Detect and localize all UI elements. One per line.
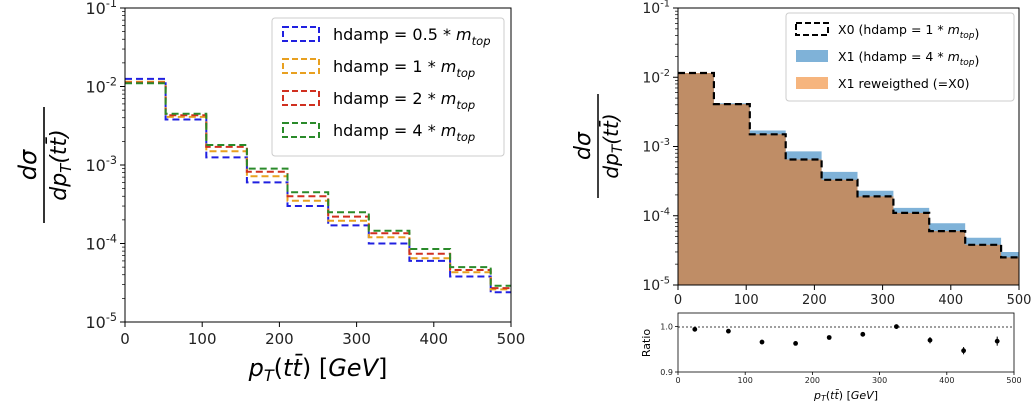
ratio-x-tick-label: 100 bbox=[738, 376, 753, 385]
svg-text:dσ: dσ bbox=[571, 131, 596, 160]
left-legend-label-2: hdamp = 2 * mtop bbox=[333, 89, 475, 112]
right-y-ticks: 10-5 10-4 10-3 10-2 10-1 bbox=[642, 0, 678, 294]
left-legend-label-0: hdamp = 0.5 * mtop bbox=[333, 25, 491, 48]
left-legend-label-3: hdamp = 4 * mtop bbox=[333, 121, 475, 144]
right-y-tick-label: 10-1 bbox=[642, 0, 670, 17]
right-x-tick-label: 400 bbox=[938, 293, 963, 308]
ratio-points bbox=[692, 324, 1000, 355]
ratio-x-tick-label: 200 bbox=[805, 376, 820, 385]
left-x-tick-label: 200 bbox=[265, 330, 294, 348]
ratio-x-tick-label: 400 bbox=[939, 376, 954, 385]
left-legend-swatch-3 bbox=[282, 122, 320, 138]
left-y-tick-label: 10-3 bbox=[85, 154, 117, 175]
right-y-axis-label: dσ dpT(tt̄) bbox=[571, 94, 626, 198]
left-panel: 0 100 200 300 400 500 10-5 10-4 10-3 10-2 10-1 dσ… bbox=[14, 0, 525, 385]
left-series-line-0 bbox=[125, 77, 511, 294]
svg-text:dσ: dσ bbox=[14, 149, 42, 180]
left-y-tick-label: 10-4 bbox=[85, 232, 117, 253]
left-legend: hdamp = 0.5 * mtop hdamp = 1 * mtop hdamp … bbox=[271, 17, 505, 157]
ratio-point bbox=[961, 348, 966, 354]
ratio-y-axis-label: Ratio bbox=[640, 329, 653, 358]
left-x-ticks: 0 100 200 300 400 500 bbox=[120, 322, 525, 348]
ratio-point bbox=[826, 335, 832, 340]
left-x-tick-label: 300 bbox=[342, 330, 371, 348]
right-x-ticks: 0 100 200 300 400 500 bbox=[674, 285, 1032, 308]
left-y-ticks: 10-5 10-4 10-3 10-2 10-1 bbox=[85, 0, 125, 332]
left-series-line-3 bbox=[125, 82, 511, 287]
left-y-tick-label: 10-1 bbox=[85, 0, 117, 18]
left-plot-area bbox=[125, 77, 511, 294]
right-legend-swatch-1 bbox=[796, 50, 828, 62]
ratio-point bbox=[759, 339, 765, 345]
right-legend: X0 (hdamp = 1 * mtop) X1 (hdamp = 4 * mto… bbox=[785, 12, 1015, 102]
right-legend-label-2: X1 reweigthed (=X0) bbox=[838, 76, 970, 91]
left-y-tick-label: 10-5 bbox=[85, 311, 117, 332]
left-x-tick-label: 400 bbox=[419, 330, 448, 348]
ratio-point bbox=[726, 328, 731, 334]
ratio-x-tick-label: 0 bbox=[675, 376, 680, 385]
ratio-y-tick-label: 0.9 bbox=[660, 368, 673, 377]
right-legend-label-1: X1 (hdamp = 4 * mtop) bbox=[838, 49, 979, 68]
ratio-y-tick-label: 1.0 bbox=[660, 323, 673, 332]
right-x-tick-label: 500 bbox=[1007, 293, 1032, 308]
left-x-tick-label: 100 bbox=[188, 330, 217, 348]
right-x-tick-label: 300 bbox=[870, 293, 895, 308]
left-x-tick-label: 500 bbox=[497, 330, 526, 348]
right-plot-area bbox=[678, 71, 1019, 285]
svg-text:dpT(tt̄): dpT(tt̄) bbox=[598, 113, 626, 178]
ratio-y-ticks: 0.9 1.0 bbox=[660, 323, 678, 377]
ratio-axes-frame bbox=[677, 312, 1015, 373]
right-x-tick-label: 100 bbox=[734, 293, 759, 308]
ratio-point bbox=[860, 331, 866, 337]
ratio-panel: 0 100 200 300 400 500 0.9 1.0 Ratio pT(tt̄) [G… bbox=[640, 312, 1022, 403]
ratio-point bbox=[994, 338, 1000, 344]
right-legend-label-0: X0 (hdamp = 1 * mtop) bbox=[838, 22, 979, 41]
left-legend-swatch-1 bbox=[282, 58, 320, 74]
ratio-point bbox=[927, 337, 933, 343]
right-x-tick-label: 200 bbox=[802, 293, 827, 308]
right-legend-swatch-2 bbox=[796, 77, 828, 89]
left-legend-label-1: hdamp = 1 * mtop bbox=[333, 57, 475, 80]
right-top-panel: 0 100 200 300 400 500 10-5 10-4 10-3 10-2 10-1 dσ… bbox=[571, 0, 1031, 308]
ratio-x-axis-label: pT(tt̄) [GeV] bbox=[813, 389, 878, 403]
right-y-tick-label: 10-2 bbox=[642, 68, 670, 86]
svg-text:dpT(tt̄): dpT(tt̄) bbox=[46, 129, 75, 201]
ratio-x-tick-label: 300 bbox=[872, 376, 887, 385]
ratio-point bbox=[894, 324, 899, 330]
ratio-x-ticks: 0 100 200 300 400 500 bbox=[675, 372, 1022, 385]
left-legend-swatch-2 bbox=[282, 90, 320, 106]
ratio-point bbox=[692, 326, 698, 332]
left-y-axis-label: dσ dpT(tt̄) bbox=[14, 107, 75, 223]
right-series-line-x0 bbox=[678, 71, 1019, 259]
left-y-tick-label: 10-2 bbox=[85, 75, 117, 96]
right-y-tick-label: 10-3 bbox=[642, 137, 670, 155]
right-x-tick-label: 0 bbox=[674, 293, 682, 308]
right-legend-swatch-0 bbox=[795, 22, 829, 36]
ratio-point bbox=[793, 341, 798, 346]
ratio-x-tick-label: 500 bbox=[1006, 376, 1021, 385]
left-x-axis-label: pT(tt̄) [GeV] bbox=[248, 353, 388, 385]
left-legend-swatch-0 bbox=[282, 26, 320, 42]
left-x-tick-label: 0 bbox=[120, 330, 130, 348]
right-y-tick-label: 10-4 bbox=[642, 206, 670, 224]
right-y-tick-label: 10-5 bbox=[642, 276, 670, 294]
